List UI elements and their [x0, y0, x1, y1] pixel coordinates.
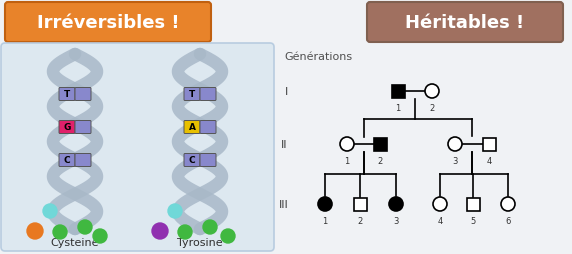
- Text: T: T: [189, 90, 195, 99]
- Text: G: G: [63, 123, 71, 132]
- Text: Générations: Générations: [284, 52, 352, 62]
- FancyBboxPatch shape: [75, 88, 91, 101]
- FancyBboxPatch shape: [200, 88, 216, 101]
- Circle shape: [27, 223, 43, 239]
- Text: II: II: [281, 139, 287, 149]
- Circle shape: [448, 137, 462, 151]
- Text: 1: 1: [323, 216, 328, 225]
- Text: III: III: [279, 199, 289, 209]
- Text: Cysteine: Cysteine: [51, 237, 100, 247]
- Bar: [353, 198, 367, 211]
- Text: 1: 1: [395, 104, 400, 113]
- FancyBboxPatch shape: [59, 121, 75, 134]
- Circle shape: [178, 225, 192, 239]
- Circle shape: [93, 229, 107, 243]
- Circle shape: [501, 197, 515, 211]
- Circle shape: [318, 197, 332, 211]
- Text: 2: 2: [378, 156, 383, 165]
- FancyBboxPatch shape: [1, 44, 274, 251]
- Circle shape: [340, 137, 354, 151]
- Circle shape: [78, 220, 92, 234]
- Text: Héritables !: Héritables !: [406, 14, 525, 32]
- FancyBboxPatch shape: [200, 121, 216, 134]
- FancyBboxPatch shape: [75, 154, 91, 167]
- Text: 1: 1: [344, 156, 349, 165]
- Circle shape: [152, 223, 168, 239]
- Circle shape: [389, 197, 403, 211]
- Text: T: T: [64, 90, 70, 99]
- FancyBboxPatch shape: [59, 154, 75, 167]
- Circle shape: [53, 225, 67, 239]
- Text: 4: 4: [438, 216, 443, 225]
- Circle shape: [221, 229, 235, 243]
- FancyBboxPatch shape: [200, 154, 216, 167]
- Circle shape: [433, 197, 447, 211]
- Text: Tyrosine: Tyrosine: [177, 237, 223, 247]
- Text: A: A: [189, 123, 196, 132]
- Text: 3: 3: [452, 156, 458, 165]
- Text: I: I: [285, 87, 289, 97]
- Text: 4: 4: [486, 156, 491, 165]
- Circle shape: [425, 85, 439, 99]
- Circle shape: [168, 204, 182, 218]
- Bar: [374, 138, 387, 151]
- FancyBboxPatch shape: [184, 154, 200, 167]
- Text: C: C: [63, 156, 70, 165]
- Circle shape: [203, 220, 217, 234]
- Circle shape: [43, 204, 57, 218]
- Text: 6: 6: [505, 216, 511, 225]
- Bar: [467, 198, 479, 211]
- FancyBboxPatch shape: [59, 88, 75, 101]
- FancyBboxPatch shape: [367, 3, 563, 43]
- FancyBboxPatch shape: [184, 88, 200, 101]
- FancyBboxPatch shape: [184, 121, 200, 134]
- Text: 3: 3: [394, 216, 399, 225]
- Bar: [483, 138, 495, 151]
- FancyBboxPatch shape: [5, 3, 211, 43]
- Text: 2: 2: [430, 104, 435, 113]
- Text: 2: 2: [358, 216, 363, 225]
- FancyBboxPatch shape: [75, 121, 91, 134]
- Text: C: C: [189, 156, 195, 165]
- Text: Irréversibles !: Irréversibles !: [37, 14, 179, 32]
- Bar: [391, 85, 404, 98]
- Text: 5: 5: [470, 216, 476, 225]
